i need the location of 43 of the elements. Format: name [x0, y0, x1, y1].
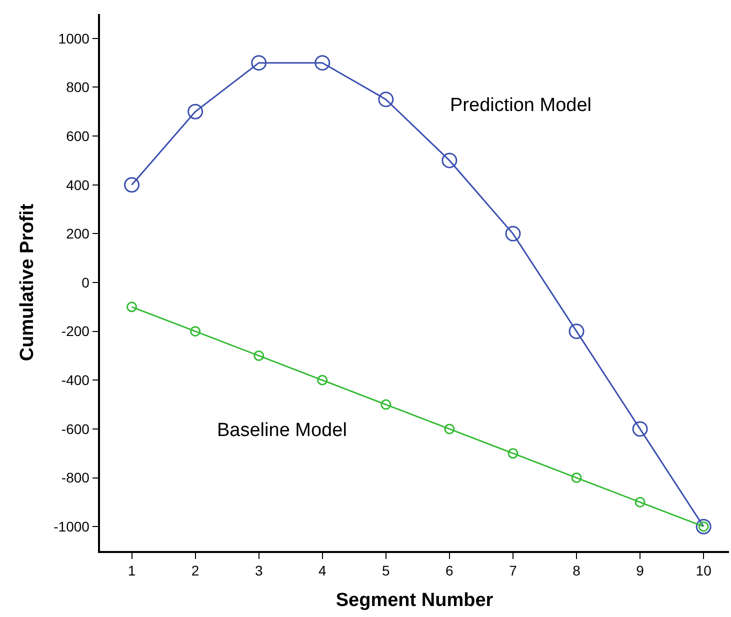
y-tick-label: 0 [82, 274, 90, 290]
point [508, 448, 518, 459]
x-tick-label: 9 [636, 562, 644, 579]
point [188, 104, 204, 120]
x-tick-label: 5 [382, 562, 390, 579]
x-tick-label: 10 [696, 562, 712, 579]
point [505, 226, 521, 242]
y-tick-label: -400 [61, 372, 90, 388]
point [634, 496, 646, 508]
point [378, 92, 394, 108]
x-tick-label: 2 [191, 562, 200, 579]
x-tick-label: 6 [446, 562, 454, 579]
point [380, 399, 392, 410]
point [254, 350, 264, 361]
y-tick-label: 1000 [58, 30, 90, 46]
y-tick-label: -200 [61, 323, 90, 340]
y-tick-label: -800 [61, 470, 90, 486]
series-label: Baseline Model [217, 420, 347, 441]
point [571, 472, 582, 484]
x-tick-label: 8 [572, 562, 581, 579]
x-axis-title: Segment Number [336, 590, 494, 611]
y-tick-label: -600 [61, 420, 90, 437]
point [444, 424, 455, 434]
point [632, 421, 648, 437]
point [190, 326, 201, 337]
point [314, 55, 330, 71]
x-tick-label: 1 [128, 562, 136, 579]
x-tick-label: 4 [318, 562, 326, 579]
y-axis-title: Cumulative Profit [16, 203, 38, 362]
point [568, 324, 584, 340]
point [442, 152, 458, 168]
y-tick-label: 400 [66, 176, 90, 193]
y-tick-label: -1000 [54, 518, 90, 534]
series-label: Prediction Model [450, 95, 592, 116]
y-tick-label: 200 [66, 226, 90, 242]
point [124, 177, 140, 193]
y-tick-label: 600 [66, 128, 90, 144]
x-tick-label: 7 [509, 562, 518, 579]
point [126, 302, 138, 312]
point [317, 374, 328, 386]
point [251, 55, 267, 71]
y-tick-label: 800 [66, 79, 90, 96]
x-tick-label: 3 [254, 562, 263, 579]
